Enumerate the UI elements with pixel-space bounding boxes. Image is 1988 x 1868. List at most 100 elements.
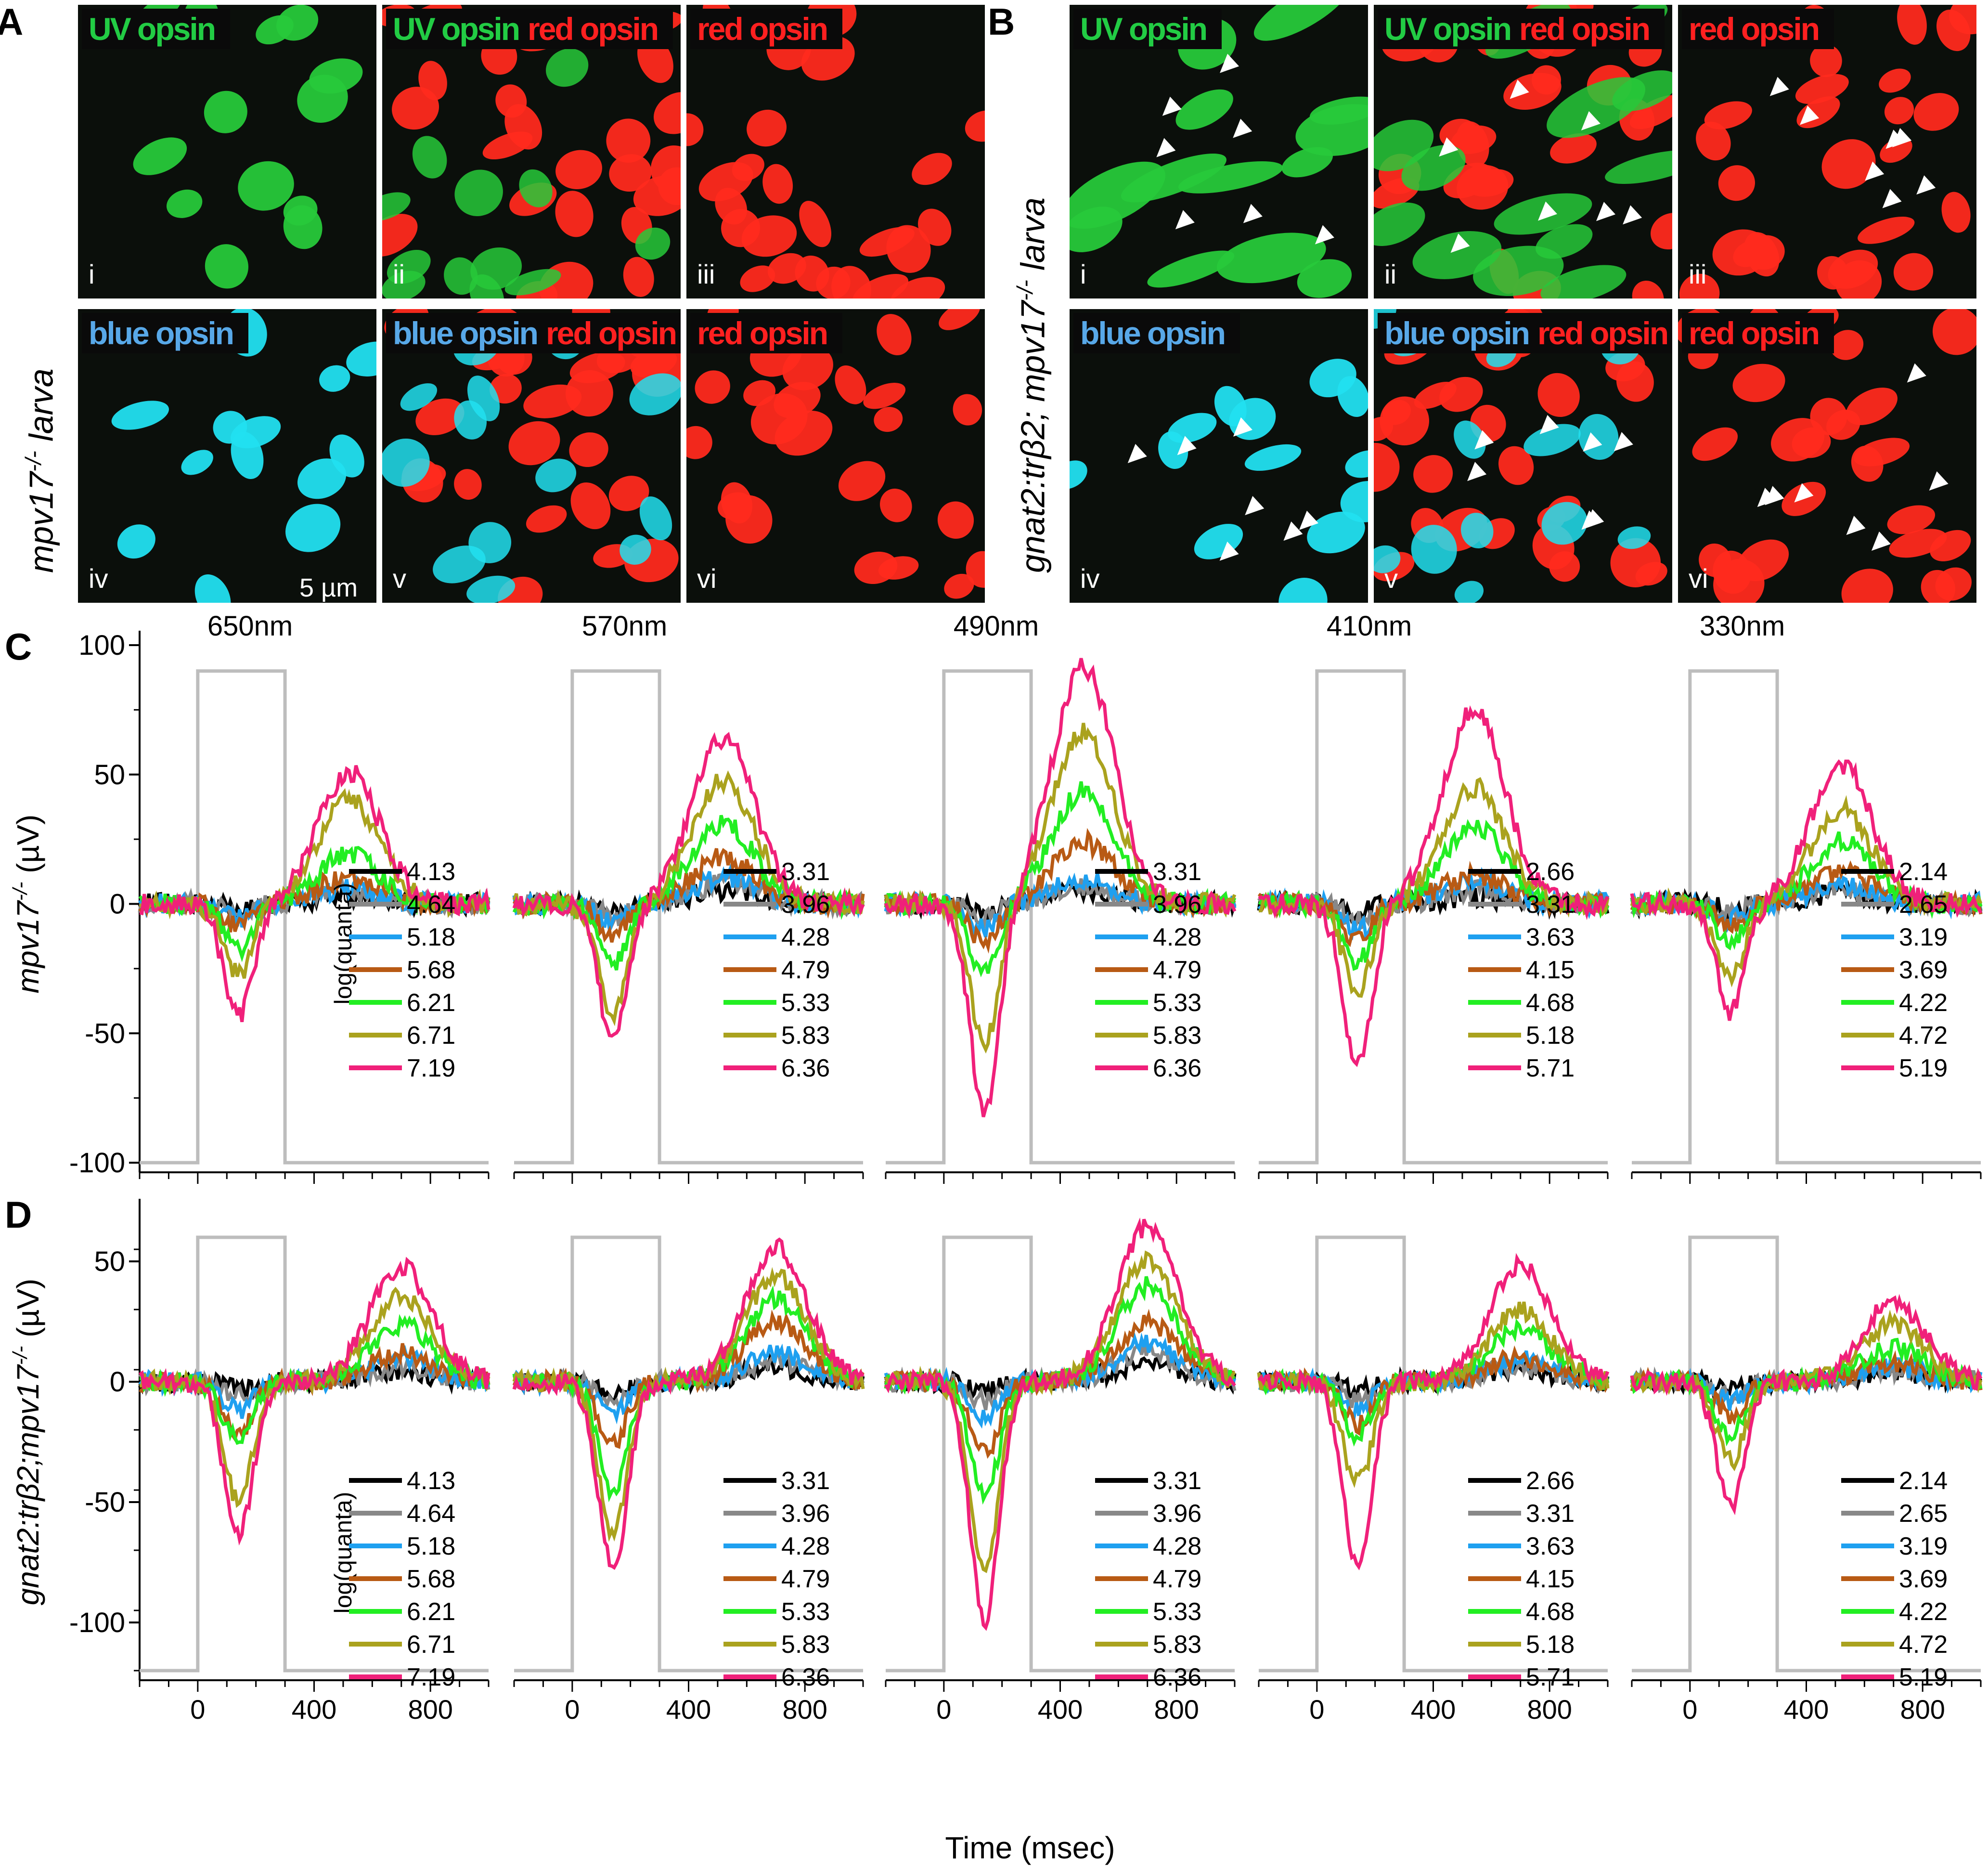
response-trace — [139, 765, 491, 1023]
legend-label: 5.18 — [1526, 1631, 1575, 1659]
cell-blob — [1297, 259, 1352, 298]
cell-blob — [695, 370, 730, 404]
cell-blob — [1454, 581, 1484, 603]
legend-label: 3.19 — [1899, 1532, 1948, 1560]
cell-blob — [1411, 525, 1457, 574]
arrowhead-marker — [1614, 432, 1633, 452]
legend-label: 4.22 — [1899, 1598, 1948, 1626]
cell-blob — [863, 383, 906, 409]
cell-blob — [433, 545, 486, 584]
subplot-D-0: 0 400 800 log(quanta) 4.13 4.64 5.18 5.68 6.21 6.… — [138, 1235, 491, 1725]
arrowhead-marker — [1467, 462, 1487, 481]
micrograph-tile-A-iv: blue opsin iv — [78, 309, 376, 603]
stain-label-text: blue opsin — [393, 315, 539, 351]
legend-label: 3.96 — [1153, 891, 1201, 919]
micrograph-tile-B-vi: red opsin vi — [1678, 309, 1976, 603]
cell-blob — [444, 257, 478, 295]
cell-blob — [504, 269, 561, 296]
legend-label: 4.64 — [407, 1500, 455, 1528]
arrowhead-marker — [1907, 363, 1926, 383]
response-trace — [139, 788, 490, 979]
side-label-B: gnat2:trβ2; mpv17-/- larva — [1012, 197, 1052, 573]
cell-blob — [111, 401, 169, 430]
cell-blob — [570, 482, 611, 530]
cell-blob — [256, 15, 294, 45]
cell-blob — [1610, 538, 1661, 587]
micrograph-tile-A-ii: UV opsin red opsin ii — [382, 5, 681, 298]
cell-blob — [1467, 169, 1514, 197]
cell-blob — [838, 461, 886, 501]
response-trace — [1258, 705, 1610, 1067]
cell-blob — [319, 365, 350, 392]
response-trace — [1630, 1310, 1983, 1471]
x-tick-label: 800 — [1527, 1694, 1572, 1725]
x-tick-label: 800 — [408, 1694, 452, 1725]
arrowhead-marker — [1233, 417, 1252, 437]
legend-label: 4.68 — [1526, 989, 1575, 1017]
legend-label: 2.14 — [1899, 1467, 1948, 1495]
arrowhead-marker — [1315, 225, 1334, 245]
stain-label-text: red opsin — [1519, 11, 1651, 47]
stain-label: blue opsin red opsin — [386, 313, 681, 353]
response-trace — [512, 1285, 864, 1503]
legend-label: 2.65 — [1899, 1500, 1948, 1528]
stain-label: UV opsin — [1073, 9, 1222, 49]
cell-blob — [1070, 460, 1087, 490]
cell-blob — [454, 169, 503, 216]
legend-label: 4.28 — [781, 923, 830, 951]
legend-label: 6.21 — [407, 989, 455, 1017]
legend-label: 5.71 — [1526, 1054, 1575, 1082]
stimulus-trace — [140, 669, 489, 1165]
cell-blob — [1846, 388, 1898, 425]
legend-label: 5.19 — [1899, 1054, 1948, 1082]
legend-label: 5.33 — [1153, 1598, 1201, 1626]
legend-label: 3.96 — [781, 1500, 830, 1528]
legend-label: 3.31 — [1153, 858, 1201, 886]
arrowhead-marker — [1800, 105, 1820, 125]
arrowhead-marker — [1871, 531, 1891, 551]
cell-blob — [194, 574, 231, 603]
arrowhead-marker — [1439, 137, 1459, 157]
cell-blob — [877, 314, 912, 355]
arrowhead-marker — [1243, 204, 1263, 223]
cell-blob — [526, 505, 567, 533]
cell-blob — [725, 495, 773, 544]
cell-blob — [415, 398, 465, 435]
arrowhead-marker — [1474, 430, 1494, 450]
arrowhead-marker — [1537, 201, 1557, 221]
cell-blob — [1460, 513, 1494, 548]
side-label-A: mpv17-/- larva — [20, 368, 60, 573]
stain-label-text: red opsin — [697, 11, 828, 47]
legend-label: 6.36 — [781, 1663, 830, 1691]
cell-blob — [467, 376, 500, 421]
cell-blob — [204, 91, 247, 133]
cell-blob — [1828, 249, 1878, 289]
response-trace — [1630, 1294, 1983, 1516]
legend-label: 3.19 — [1899, 923, 1948, 951]
legend-label: 2.66 — [1526, 1467, 1575, 1495]
cell-blob — [966, 551, 985, 588]
cell-blob — [466, 575, 516, 603]
arrowhead-marker — [1865, 161, 1885, 181]
cell-blob — [879, 488, 912, 522]
x-tick-label: 800 — [1154, 1694, 1199, 1725]
tile-numeral: vi — [697, 563, 717, 594]
legend-label: 3.69 — [1899, 1565, 1948, 1593]
stimulus-trace — [1632, 1235, 1981, 1673]
cell-blob — [1718, 165, 1755, 201]
x-axis-label: Time (msec) — [945, 1830, 1115, 1865]
cell-blob — [1692, 427, 1738, 461]
stimulus-trace — [514, 669, 863, 1165]
legend-label: 3.96 — [781, 891, 830, 919]
cell-blob — [382, 271, 426, 298]
wavelength-title: 330nm — [1700, 610, 1785, 642]
arrowhead-marker — [1156, 138, 1176, 157]
response-trace — [1257, 1301, 1610, 1488]
arrowhead-marker — [1233, 118, 1252, 138]
y-axis-label-sup: -/- — [9, 1346, 31, 1365]
cell-blob — [639, 496, 672, 541]
arrowhead-marker — [1794, 483, 1814, 503]
arrowhead-marker — [1510, 79, 1529, 99]
micrograph-tile-A-i: UV opsin i — [78, 5, 376, 298]
stain-label-text: red opsin — [1689, 11, 1820, 47]
